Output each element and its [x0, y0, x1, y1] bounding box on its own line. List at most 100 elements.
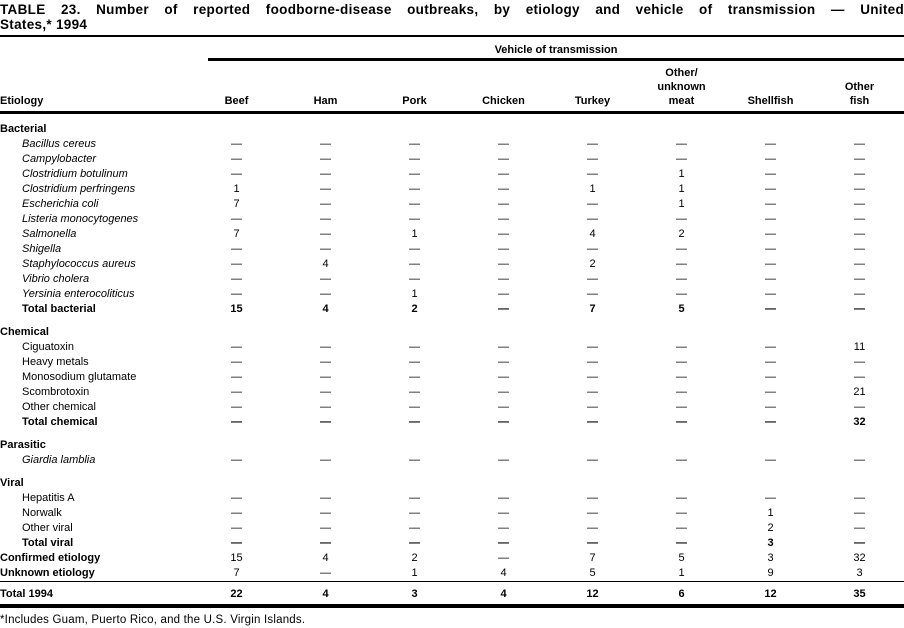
- cell-value: —: [765, 303, 776, 315]
- cell-value: —: [765, 213, 776, 225]
- cell-value: —: [854, 258, 865, 270]
- cell-value: —: [498, 552, 509, 564]
- cell-value: —: [231, 258, 242, 270]
- cell-value: —: [231, 341, 242, 353]
- cell-value: —: [320, 537, 331, 549]
- cell-value: —: [765, 492, 776, 504]
- cell-value: —: [854, 273, 865, 285]
- cell-value: —: [409, 454, 420, 466]
- cell-value: —: [765, 386, 776, 398]
- cell-value: 1: [678, 183, 685, 195]
- section-header-row: Parasitic: [0, 430, 904, 453]
- table-row: Total bacterial 15 4 2 — 7 5 — —: [0, 302, 904, 317]
- row-label: Parasitic: [0, 439, 46, 451]
- cell-value: —: [854, 507, 865, 519]
- cell-value: 3: [767, 537, 774, 549]
- cell-value: —: [409, 416, 420, 428]
- cell-value: —: [320, 183, 331, 195]
- table-row: Other chemical — — — — — — — —: [0, 400, 904, 415]
- footnote: *Includes Guam, Puerto Rico, and the U.S…: [0, 614, 306, 626]
- cell-value: —: [587, 273, 598, 285]
- cell-value: —: [765, 416, 776, 428]
- cell-value: 1: [678, 567, 685, 579]
- column-header-turkey: Turkey: [548, 61, 637, 114]
- cell-value: —: [231, 273, 242, 285]
- cell-value: —: [320, 168, 331, 180]
- cell-value: —: [587, 454, 598, 466]
- cell-value: —: [498, 401, 509, 413]
- cell-value: —: [320, 153, 331, 165]
- cell-value: —: [409, 386, 420, 398]
- cell-value: —: [676, 273, 687, 285]
- cell-value: —: [676, 243, 687, 255]
- cell-value: 15: [230, 552, 243, 564]
- table-header: Vehicle of transmission Etiology Beef Ha…: [0, 44, 904, 114]
- table-row: Ciguatoxin — — — — — — — 11: [0, 340, 904, 355]
- cell-value: —: [498, 371, 509, 383]
- table-row: Vibrio cholera — — — — — — — —: [0, 272, 904, 287]
- cell-value: 9: [767, 567, 774, 579]
- row-label: Unknown etiology: [0, 567, 95, 579]
- cell-value: —: [765, 273, 776, 285]
- cell-value: —: [498, 153, 509, 165]
- column-header-beef: Beef: [192, 61, 281, 114]
- cell-value: —: [765, 341, 776, 353]
- cell-value: —: [320, 288, 331, 300]
- column-header-shellfish: Shellfish: [726, 61, 815, 114]
- cell-value: —: [498, 168, 509, 180]
- cell-value: —: [498, 416, 509, 428]
- row-label: Scombrotoxin: [22, 386, 90, 398]
- row-label: Yersinia enterocoliticus: [22, 288, 135, 300]
- cell-value: —: [409, 168, 420, 180]
- cell-value: —: [587, 522, 598, 534]
- cell-value: —: [676, 401, 687, 413]
- cell-value: —: [676, 213, 687, 225]
- cell-value: —: [498, 198, 509, 210]
- cell-value: —: [320, 454, 331, 466]
- cell-value: 11: [853, 341, 866, 353]
- cell-value: —: [587, 153, 598, 165]
- cell-value: 5: [678, 303, 685, 315]
- cell-value: —: [854, 228, 865, 240]
- cell-value: —: [498, 273, 509, 285]
- cell-value: 4: [459, 581, 548, 608]
- table-row: Salmonella 7 — 1 — 4 2 — —: [0, 227, 904, 242]
- cell-value: —: [587, 138, 598, 150]
- cell-value: —: [409, 522, 420, 534]
- cell-value: —: [587, 537, 598, 549]
- cell-value: 32: [853, 416, 866, 428]
- cell-value: —: [231, 522, 242, 534]
- cell-value: 1: [767, 507, 774, 519]
- cell-value: 7: [233, 198, 240, 210]
- cell-value: —: [409, 273, 420, 285]
- table-title-line1: TABLE 23. Number of reported foodborne-d…: [0, 2, 904, 17]
- spanner-row: Vehicle of transmission: [0, 44, 904, 61]
- cell-value: —: [409, 153, 420, 165]
- table-row: Total 1994 22 4 3 4 12 6 12 35: [0, 581, 904, 608]
- cell-value: —: [587, 213, 598, 225]
- row-label: Other chemical: [22, 401, 96, 413]
- cell-value: —: [231, 371, 242, 383]
- table-row: Campylobacter — — — — — — — —: [0, 152, 904, 167]
- cell-value: 4: [322, 552, 329, 564]
- column-header-row: Etiology Beef Ham Pork Chicken Turkey Ot…: [0, 61, 904, 114]
- cell-value: 1: [678, 198, 685, 210]
- row-label: Other viral: [22, 522, 73, 534]
- row-label: Total chemical: [22, 416, 98, 428]
- cell-value: —: [765, 356, 776, 368]
- column-header-chicken: Chicken: [459, 61, 548, 114]
- cell-value: —: [854, 138, 865, 150]
- cell-value: —: [765, 198, 776, 210]
- row-label: Heavy metals: [22, 356, 89, 368]
- cell-value: 21: [853, 386, 866, 398]
- cell-value: —: [587, 401, 598, 413]
- cell-value: —: [320, 416, 331, 428]
- cell-value: 1: [678, 168, 685, 180]
- outbreaks-table: Vehicle of transmission Etiology Beef Ha…: [0, 44, 904, 608]
- row-label: Viral: [0, 477, 24, 489]
- cell-value: —: [587, 198, 598, 210]
- cell-value: —: [231, 401, 242, 413]
- cell-value: —: [854, 198, 865, 210]
- row-label: Monosodium glutamate: [22, 371, 137, 383]
- cell-value: —: [409, 507, 420, 519]
